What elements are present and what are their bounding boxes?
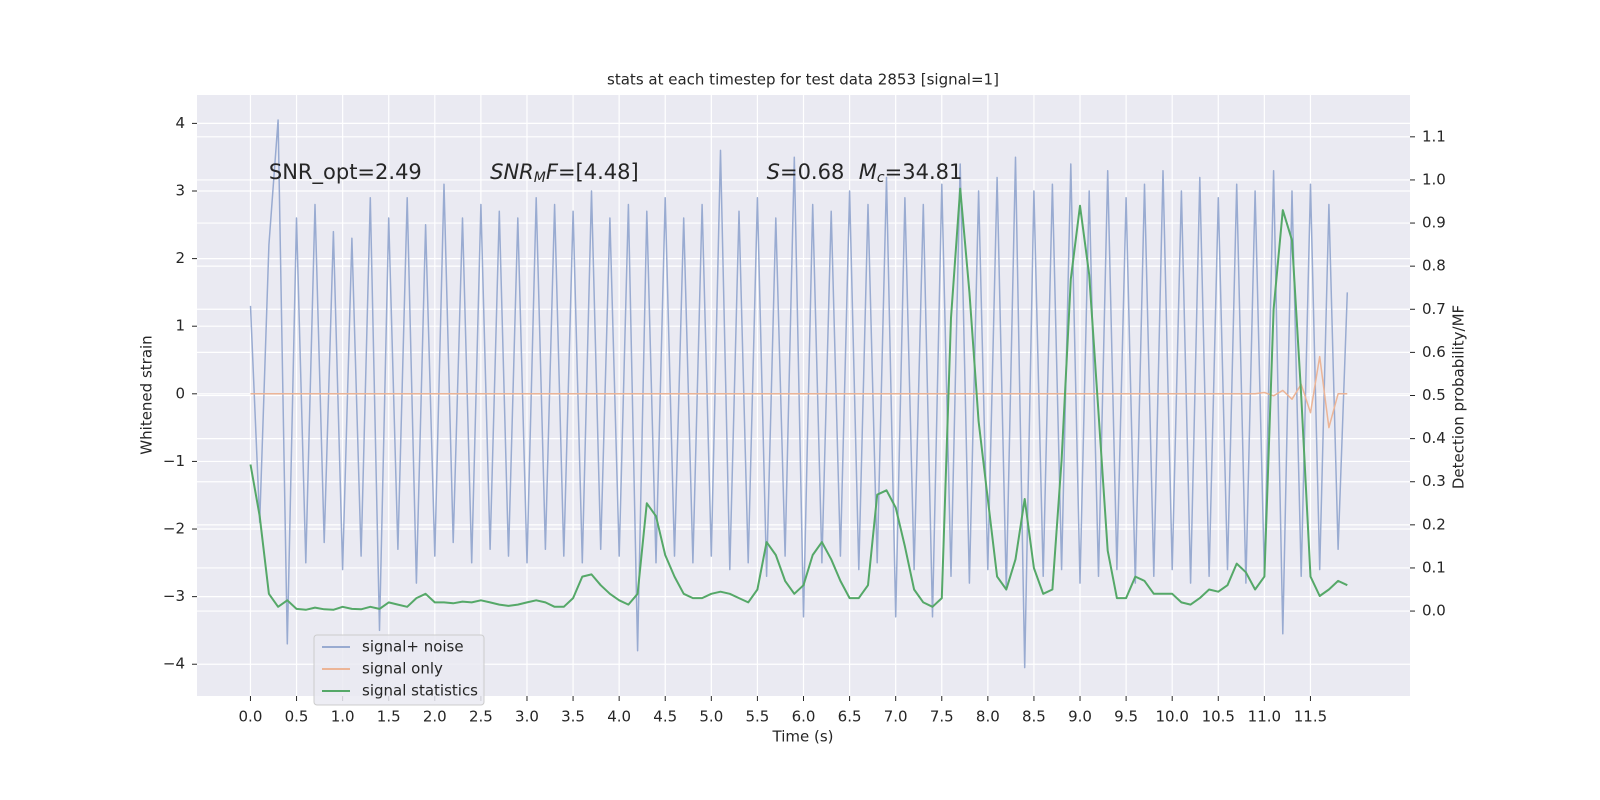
series-line xyxy=(249,187,1348,611)
labels: 0.0 0.5 1.0 1.5 2.0 2.5 3.0 3.5 4.0 4.5 5.0 5.5 6.0 6… xyxy=(163,114,1446,726)
y2-tick-label: 0.0 xyxy=(1422,602,1446,620)
annotation-part: M xyxy=(534,170,546,186)
annotation-part: S xyxy=(767,160,780,184)
legend-label: signal+ noise xyxy=(362,638,464,656)
x-tick-label: 10.0 xyxy=(1155,708,1188,726)
y2-tick-label: 0.2 xyxy=(1422,515,1446,533)
x-tick-label: 6.5 xyxy=(838,708,862,726)
x-tick-label: 11.5 xyxy=(1294,708,1327,726)
y-tick-label: −2 xyxy=(163,520,185,538)
x-tick-label: 2.0 xyxy=(423,708,447,726)
y-tick-label: 1 xyxy=(175,317,185,335)
x-tick-label: 11.0 xyxy=(1248,708,1281,726)
annotation: SNR_opt=2.49 xyxy=(269,160,422,185)
y2-tick-label: 0.3 xyxy=(1422,472,1446,490)
annotation-part: =[4.48] xyxy=(558,160,639,184)
y2-tick-label: 0.4 xyxy=(1422,429,1446,447)
legend-box xyxy=(313,634,485,706)
series-line xyxy=(250,355,1348,429)
x-tick-label: 7.5 xyxy=(930,708,954,726)
y2-tick-label: 0.6 xyxy=(1422,343,1446,361)
x-tick-label: 5.5 xyxy=(745,708,769,726)
y-tick-label: 2 xyxy=(175,249,185,267)
x-tick-label: 4.0 xyxy=(607,708,631,726)
y-tick-label: −3 xyxy=(163,587,185,605)
y2-tick-label: 0.8 xyxy=(1422,257,1446,275)
x-tick-label: 7.0 xyxy=(884,708,908,726)
x-tick-label: 4.5 xyxy=(653,708,677,726)
annotation: Mc=34.81 xyxy=(859,160,963,186)
y-tick-label: 4 xyxy=(175,114,185,132)
x-tick-label: 1.5 xyxy=(377,708,401,726)
marks xyxy=(249,119,1349,669)
y2-tick-label: 1.1 xyxy=(1422,127,1446,145)
x-tick-label: 5.0 xyxy=(699,708,723,726)
y-tick-label: 3 xyxy=(175,181,185,199)
annotation-part: F xyxy=(546,160,559,184)
annotation-part: =0.68 xyxy=(780,160,844,184)
annotation-part: SNR xyxy=(490,160,534,184)
annotation: S=0.68 xyxy=(767,160,845,184)
y-tick-label: 0 xyxy=(175,384,185,402)
x-tick-label: 3.0 xyxy=(515,708,539,726)
y2-tick-label: 0.7 xyxy=(1422,300,1446,318)
x-tick-label: 9.5 xyxy=(1114,708,1138,726)
y2-tick-label: 1.0 xyxy=(1422,170,1446,188)
y2-tick-label: 0.5 xyxy=(1422,386,1446,404)
x-tick-label: 9.0 xyxy=(1068,708,1092,726)
x-tick-label: 3.5 xyxy=(561,708,585,726)
x-tick-label: 6.0 xyxy=(792,708,816,726)
x-tick-label: 1.0 xyxy=(331,708,355,726)
legend-label: signal statistics xyxy=(362,682,478,700)
x-tick-label: 10.5 xyxy=(1202,708,1235,726)
x-axis-label: Time (s) xyxy=(772,728,834,746)
y2-axis-label: Detection probability/MF xyxy=(1450,305,1468,489)
annotation-part: c xyxy=(877,170,885,186)
chart-title: stats at each timestep for test data 285… xyxy=(607,71,999,89)
annotation-part: SNR_opt=2.49 xyxy=(269,160,422,185)
x-tick-label: 2.5 xyxy=(469,708,493,726)
legend-label: signal only xyxy=(362,660,443,678)
series-line xyxy=(249,119,1349,669)
y-tick-label: −4 xyxy=(163,655,185,673)
annotation: SNRMF=[4.48] xyxy=(490,160,639,186)
y-tick-label: −1 xyxy=(163,452,185,470)
annotation-part: =34.81 xyxy=(885,160,963,184)
y2-tick-label: 0.1 xyxy=(1422,558,1446,576)
x-tick-label: 8.5 xyxy=(1022,708,1046,726)
x-tick-label: 8.0 xyxy=(976,708,1000,726)
y2-tick-label: 0.9 xyxy=(1422,214,1446,232)
y-axis-label: Whitened strain xyxy=(138,335,156,454)
annotation-part: M xyxy=(859,160,877,184)
x-tick-label: 0.0 xyxy=(239,708,263,726)
x-tick-label: 0.5 xyxy=(285,708,309,726)
